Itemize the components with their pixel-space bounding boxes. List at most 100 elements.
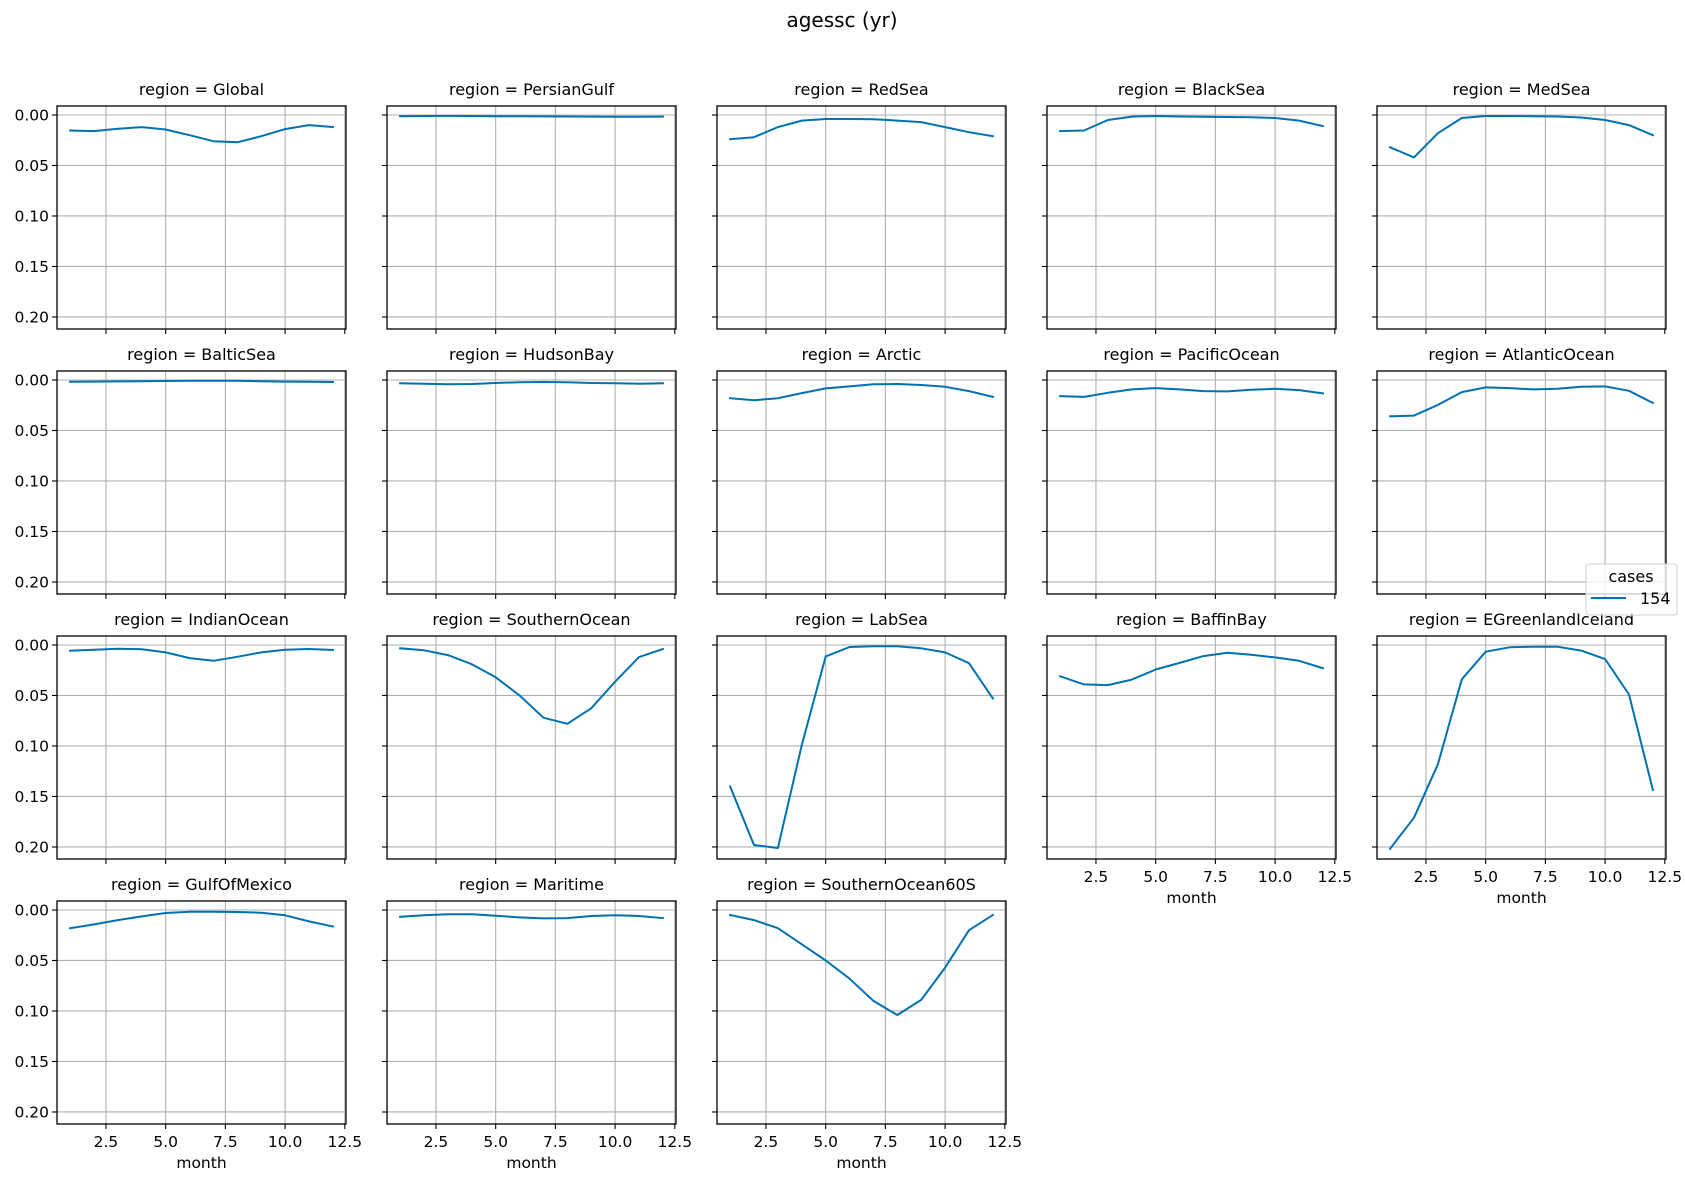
series-line [1389,385,1655,418]
panel-title: region = AtlanticOcean [1428,345,1614,364]
series-line [1388,115,1655,159]
y-tick-label: 0.05 [14,952,49,970]
x-axis-label: month [506,1154,556,1172]
series-line [69,379,334,384]
x-tick-label: 10.0 [268,1133,303,1151]
axes-frame [1046,105,1337,330]
x-tick-label: 2.5 [1084,868,1109,886]
x-tick-label: 12.5 [658,1133,693,1151]
panel: region = SouthernOcean60S 2.5 5.0 7.5 10.0 12… [712,875,1022,1172]
axes-frame [386,635,677,860]
axes-frame [716,635,1007,860]
panel: region = BaffinBay 2.5 5.0 7.5 10.0 12.5 month [1042,610,1352,907]
x-axis-label: month [1496,889,1546,907]
series-line [1058,651,1325,687]
y-tick-label: 0.10 [14,1002,49,1020]
series-line [399,647,665,725]
y-tick-label: 0.20 [14,1103,49,1121]
x-tick-label: 5.0 [1143,868,1168,886]
panel: region = IndianOcean 0.00 0.05 0.10 0.15 0.20 [14,610,347,864]
y-tick-label: 0.20 [14,838,49,856]
legend-title: cases [1608,567,1653,586]
axes-frame [1376,635,1667,860]
panel-title: region = Maritime [459,875,604,894]
series-line [729,118,995,141]
y-tick-label: 0.15 [14,258,49,276]
axes-frame [1376,105,1667,330]
axes-frame [56,635,347,860]
panel: region = EGreenlandIceland 2.5 5.0 7.5 10.0 1… [1372,610,1682,907]
panel-title: region = LabSea [795,610,928,629]
panel-title: region = EGreenlandIceland [1409,610,1634,629]
y-tick-label: 0.20 [14,308,49,326]
axes-frame [1046,635,1337,860]
x-tick-label: 5.0 [813,1133,838,1151]
x-tick-label: 12.5 [328,1133,363,1151]
axes-frame [386,900,677,1125]
panel-grid: region = Global 0.00 0.05 0.10 0.15 0.20 regio… [14,80,1682,1172]
series-line [1388,645,1655,851]
x-tick-label: 7.5 [543,1133,568,1151]
x-tick-label: 12.5 [1648,868,1683,886]
axes-frame [716,105,1007,330]
series-line [1059,387,1325,398]
panel: region = MedSea [1372,80,1667,334]
series-line [69,124,334,144]
x-axis-label: month [836,1154,886,1172]
y-tick-label: 0.05 [14,422,49,440]
x-tick-label: 2.5 [94,1133,119,1151]
panel: region = HudsonBay [382,345,677,599]
series-line [399,381,664,386]
series-line [399,913,664,920]
series-line [69,647,334,662]
x-tick-label: 5.0 [153,1133,178,1151]
axes-frame [1376,370,1667,595]
panel-title: region = RedSea [794,80,928,99]
x-tick-label: 12.5 [988,1133,1023,1151]
x-tick-label: 7.5 [1533,868,1558,886]
y-tick-label: 0.05 [14,687,49,705]
y-tick-label: 0.00 [14,636,49,654]
series-line [728,913,995,1016]
panel-title: region = Arctic [802,345,922,364]
panel-title: region = PacificOcean [1103,345,1279,364]
axes-frame [386,105,677,330]
legend-box [1585,563,1678,616]
series-line [729,383,995,402]
panel-title: region = BaffinBay [1116,610,1267,629]
axes-frame [56,105,347,330]
x-tick-label: 2.5 [424,1133,449,1151]
panel-title: region = HudsonBay [449,345,614,364]
x-tick-label: 10.0 [928,1133,963,1151]
panel: region = Global 0.00 0.05 0.10 0.15 0.20 [14,80,347,334]
axes-frame [716,370,1007,595]
panel: region = AtlanticOcean [1372,345,1667,599]
y-tick-label: 0.15 [14,1053,49,1071]
x-tick-label: 5.0 [1473,868,1498,886]
y-tick-label: 0.00 [14,901,49,919]
panel: region = SouthernOcean [382,610,677,864]
axes-frame [716,900,1007,1125]
panel: region = PacificOcean [1042,345,1337,599]
series-line [399,114,664,118]
panel-title: region = SouthernOcean [432,610,630,629]
series-line [1059,115,1325,133]
y-tick-label: 0.00 [14,371,49,389]
legend: cases 154 [1585,563,1678,616]
x-tick-label: 7.5 [873,1133,898,1151]
panel: region = PersianGulf [382,80,677,334]
chart-title: agessc (yr) [786,8,897,32]
y-tick-label: 0.15 [14,788,49,806]
series-line [728,645,995,849]
x-axis-label: month [176,1154,226,1172]
series-line [68,910,335,930]
panel-title: region = Global [139,80,264,99]
x-tick-label: 7.5 [1203,868,1228,886]
x-tick-label: 10.0 [1258,868,1293,886]
legend-entry-label: 154 [1640,589,1671,608]
x-tick-label: 10.0 [1588,868,1623,886]
panel: region = GulfOfMexico 0.00 0.05 0.10 0.15 0.2… [14,875,362,1172]
x-tick-label: 7.5 [213,1133,238,1151]
